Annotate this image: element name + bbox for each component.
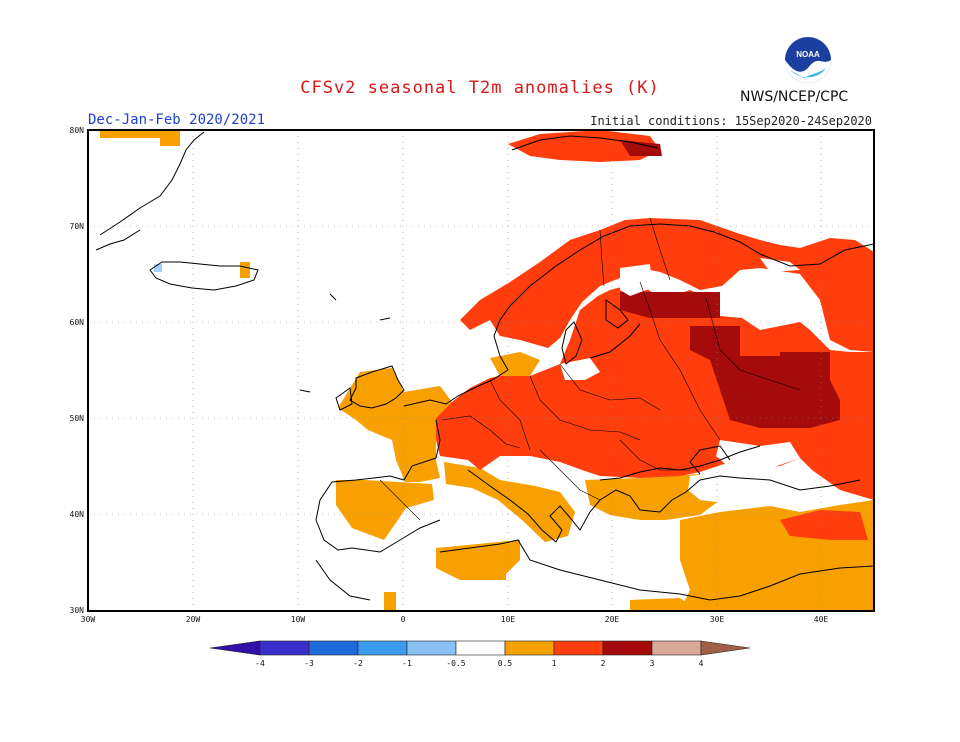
- legend-label: 2: [601, 659, 606, 668]
- legend-arrow-left: [209, 640, 261, 656]
- legend-label: 4: [699, 659, 704, 668]
- lat-label: 70N: [70, 222, 85, 231]
- lat-label: 50N: [70, 414, 85, 423]
- legend-label: -0.5: [446, 659, 465, 668]
- lon-label: 10W: [291, 615, 306, 624]
- legend-swatch: [259, 640, 310, 656]
- legend-label: -1: [402, 659, 412, 668]
- legend-swatch: [504, 640, 555, 656]
- lat-label: 80N: [70, 126, 85, 135]
- legend-label: 3: [650, 659, 655, 668]
- latitude-labels: 80N 70N 60N 50N 40N 30N: [70, 126, 85, 615]
- legend-arrow-right: [700, 640, 751, 656]
- legend-swatch: [357, 640, 408, 656]
- legend-labels: -4 -3 -2 -1 -0.5 0.5 1 2 3 4: [255, 659, 703, 668]
- map-title: CFSv2 seasonal T2m anomalies (K): [300, 78, 660, 98]
- legend-label: -4: [255, 659, 265, 668]
- legend-label: -3: [304, 659, 314, 668]
- forecast-period: Dec-Jan-Feb 2020/2021: [88, 112, 266, 128]
- cold-anomaly-patch: [154, 264, 162, 272]
- lon-label: 10E: [501, 615, 516, 624]
- lon-label: 40E: [814, 615, 829, 624]
- legend-label: -2: [353, 659, 363, 668]
- anomaly-neutral-patches: [560, 258, 810, 505]
- lon-label: 20E: [605, 615, 620, 624]
- lon-label: 30W: [81, 615, 96, 624]
- legend-label: 0.5: [498, 659, 513, 668]
- lat-label: 40N: [70, 510, 85, 519]
- lat-label: 60N: [70, 318, 85, 327]
- graticule: [88, 130, 874, 611]
- lon-label: 30E: [710, 615, 725, 624]
- lat-label: 30N: [70, 606, 85, 615]
- map-frame: [87, 129, 875, 612]
- longitude-labels: 30W 20W 10W 0 10E 20E 30E 40E: [81, 615, 829, 624]
- legend-swatch: [406, 640, 457, 656]
- country-borders: [379, 217, 801, 521]
- legend-swatch: [602, 640, 653, 656]
- legend-swatch: [651, 640, 702, 656]
- agency-label: NWS/NCEP/CPC: [740, 89, 849, 105]
- legend-swatch: [455, 640, 506, 656]
- legend-swatch: [308, 640, 359, 656]
- lon-label: 20W: [186, 615, 201, 624]
- coastlines: [95, 131, 874, 601]
- legend-label: 1: [552, 659, 557, 668]
- color-legend: [209, 640, 751, 656]
- noaa-logo-icon: NOAA: [785, 37, 831, 83]
- lon-label: 0: [401, 615, 406, 624]
- legend-swatch: [553, 640, 604, 656]
- svg-text:NOAA: NOAA: [796, 50, 820, 59]
- initial-conditions: Initial conditions: 15Sep2020-24Sep2020: [590, 114, 872, 128]
- anomaly-darkred-areas: [620, 140, 840, 428]
- anomaly-orange-areas: [100, 130, 874, 611]
